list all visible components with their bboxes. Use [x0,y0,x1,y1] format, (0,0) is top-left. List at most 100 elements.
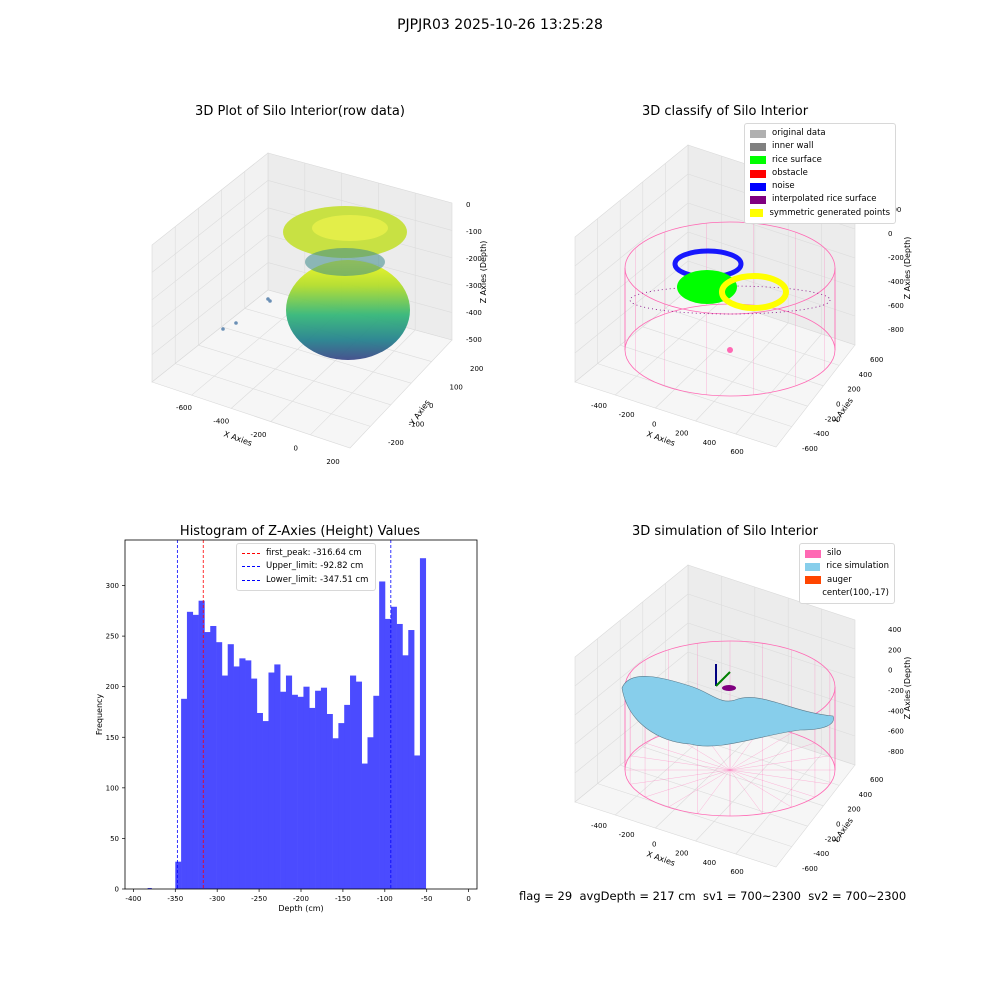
y-tick-label: 0 [836,821,840,829]
grid-line [620,764,808,827]
y-tick-label: -400 [813,430,829,438]
x-tick-label: -200 [251,431,267,439]
symmetric-points-ring [719,273,789,311]
histogram-bar [181,698,188,889]
x-tick-label: 600 [730,868,743,876]
z-tick-label: -400 [888,707,904,715]
histogram-legend-line [242,566,260,568]
figure-title: PJPJR03 2025-10-26 13:25:28 [397,17,603,33]
panel4-legend-label: silo [827,548,842,558]
panel4-legend-label: auger [827,574,852,585]
z-axis-label: Z Axies (Depth) [903,237,912,300]
y-tick-label: 0 [115,886,119,894]
y-axis-label: Y Axies [830,816,855,846]
histogram-bar [338,723,345,889]
z-tick-label: -400 [466,309,482,317]
panel2-legend: original data inner wall rice surface obsta… [744,123,896,225]
grid-line [221,326,412,384]
x-tick-label: -200 [619,411,635,419]
histogram-bar [408,630,415,889]
histogram-bar [268,672,275,889]
z-tick-label: -600 [888,728,904,736]
grid-line [655,731,756,829]
x-tick-label: 0 [294,445,298,453]
grid-line [198,344,391,406]
panel2-legend-entry: obstacle [750,167,890,180]
histogram-bar [227,644,234,889]
histogram-bar [274,664,281,889]
silo-floor-wire [668,769,731,808]
silo-floor-wire [729,769,792,808]
z-tick-label: -200 [888,254,904,262]
panel4-3d-axes: -400 -200 0 200 400 600 -600 -400 -200 0 200 400 600… [574,564,912,876]
histogram-bar [326,713,333,889]
x-axis-label: X Axies [645,849,676,868]
histogram-bar [309,707,316,889]
silo-center-marker [727,347,733,353]
scatter-point [266,297,270,301]
histogram-bar [239,658,246,889]
panel2-legend-swatch [750,129,766,138]
y-tick-label: 250 [106,633,119,641]
x-tick-label: -50 [421,895,432,903]
histogram-bar [373,695,380,889]
y-tick-label: 400 [859,791,872,799]
rice-simulation-surface [621,676,834,747]
grid-line [574,260,689,354]
point-cloud-rim [312,215,388,241]
histogram-bar [204,632,211,889]
silo-floor-wire [644,769,731,798]
x-axis-label: Depth (cm) [278,904,323,913]
x-axis-label: X Axies [222,429,253,448]
grid-line [735,333,822,435]
panel2-legend-swatch [750,182,766,191]
panel2-legend-swatch [750,196,766,205]
x-tick-label: 600 [730,448,743,456]
grid-line [665,308,840,366]
histogram-bar [315,690,322,889]
histogram-legend-entry: Lower_limit: -347.51 cm [242,574,370,587]
x-tick-label: 0 [652,840,656,848]
auger-axis-y [715,671,731,687]
panel4-legend-entry: auger [805,574,889,587]
histogram-bar [198,600,205,889]
z-tick-label: 0 [466,201,470,209]
y-tick-label: 100 [450,384,463,392]
y-axis-label: Frequency [95,694,104,736]
histogram-bar [361,763,368,889]
panel4-legend-entry: rice simulation [805,560,889,573]
z-tick-label: 0 [888,667,892,675]
panel4-legend-swatch [805,562,821,571]
histogram-bar [303,686,310,889]
z-tick-label: 400 [888,626,901,634]
grid-line [151,180,269,273]
histogram-bar [355,681,362,889]
histogram-bar [192,614,199,889]
histogram-bar [350,675,357,889]
histogram-bar [402,655,409,889]
panel2-legend-entry: original data [750,127,890,140]
panel4-legend: silo rice simulation auger center(100,-17) [799,543,895,605]
silo-floor-wire [630,755,731,771]
z-axis-label: Z Axies (Depth) [479,241,488,304]
histogram-bar [332,738,339,889]
y-tick-label: 600 [870,356,883,364]
grid-line [597,783,792,847]
grid-line [687,593,856,650]
panel2-legend-label: original data [772,128,826,138]
grid-line [615,300,722,396]
panel4-title: 3D simulation of Silo Interior [632,524,818,539]
y-tick-label: -200 [825,415,841,423]
x-tick-label: -200 [619,831,635,839]
x-tick-label: -200 [293,895,309,903]
x-tick-label: 200 [675,850,688,858]
x-tick-label: -400 [591,822,607,830]
panel4-legend-entry: silo [805,547,889,560]
grid-line [735,753,822,855]
panel2-legend-swatch [750,156,766,165]
panel2-legend-label: interpolated rice surface [772,194,877,205]
grid-line [597,363,792,427]
x-tick-label: -100 [377,895,393,903]
grid-line [642,326,824,387]
grid-line [642,746,824,807]
